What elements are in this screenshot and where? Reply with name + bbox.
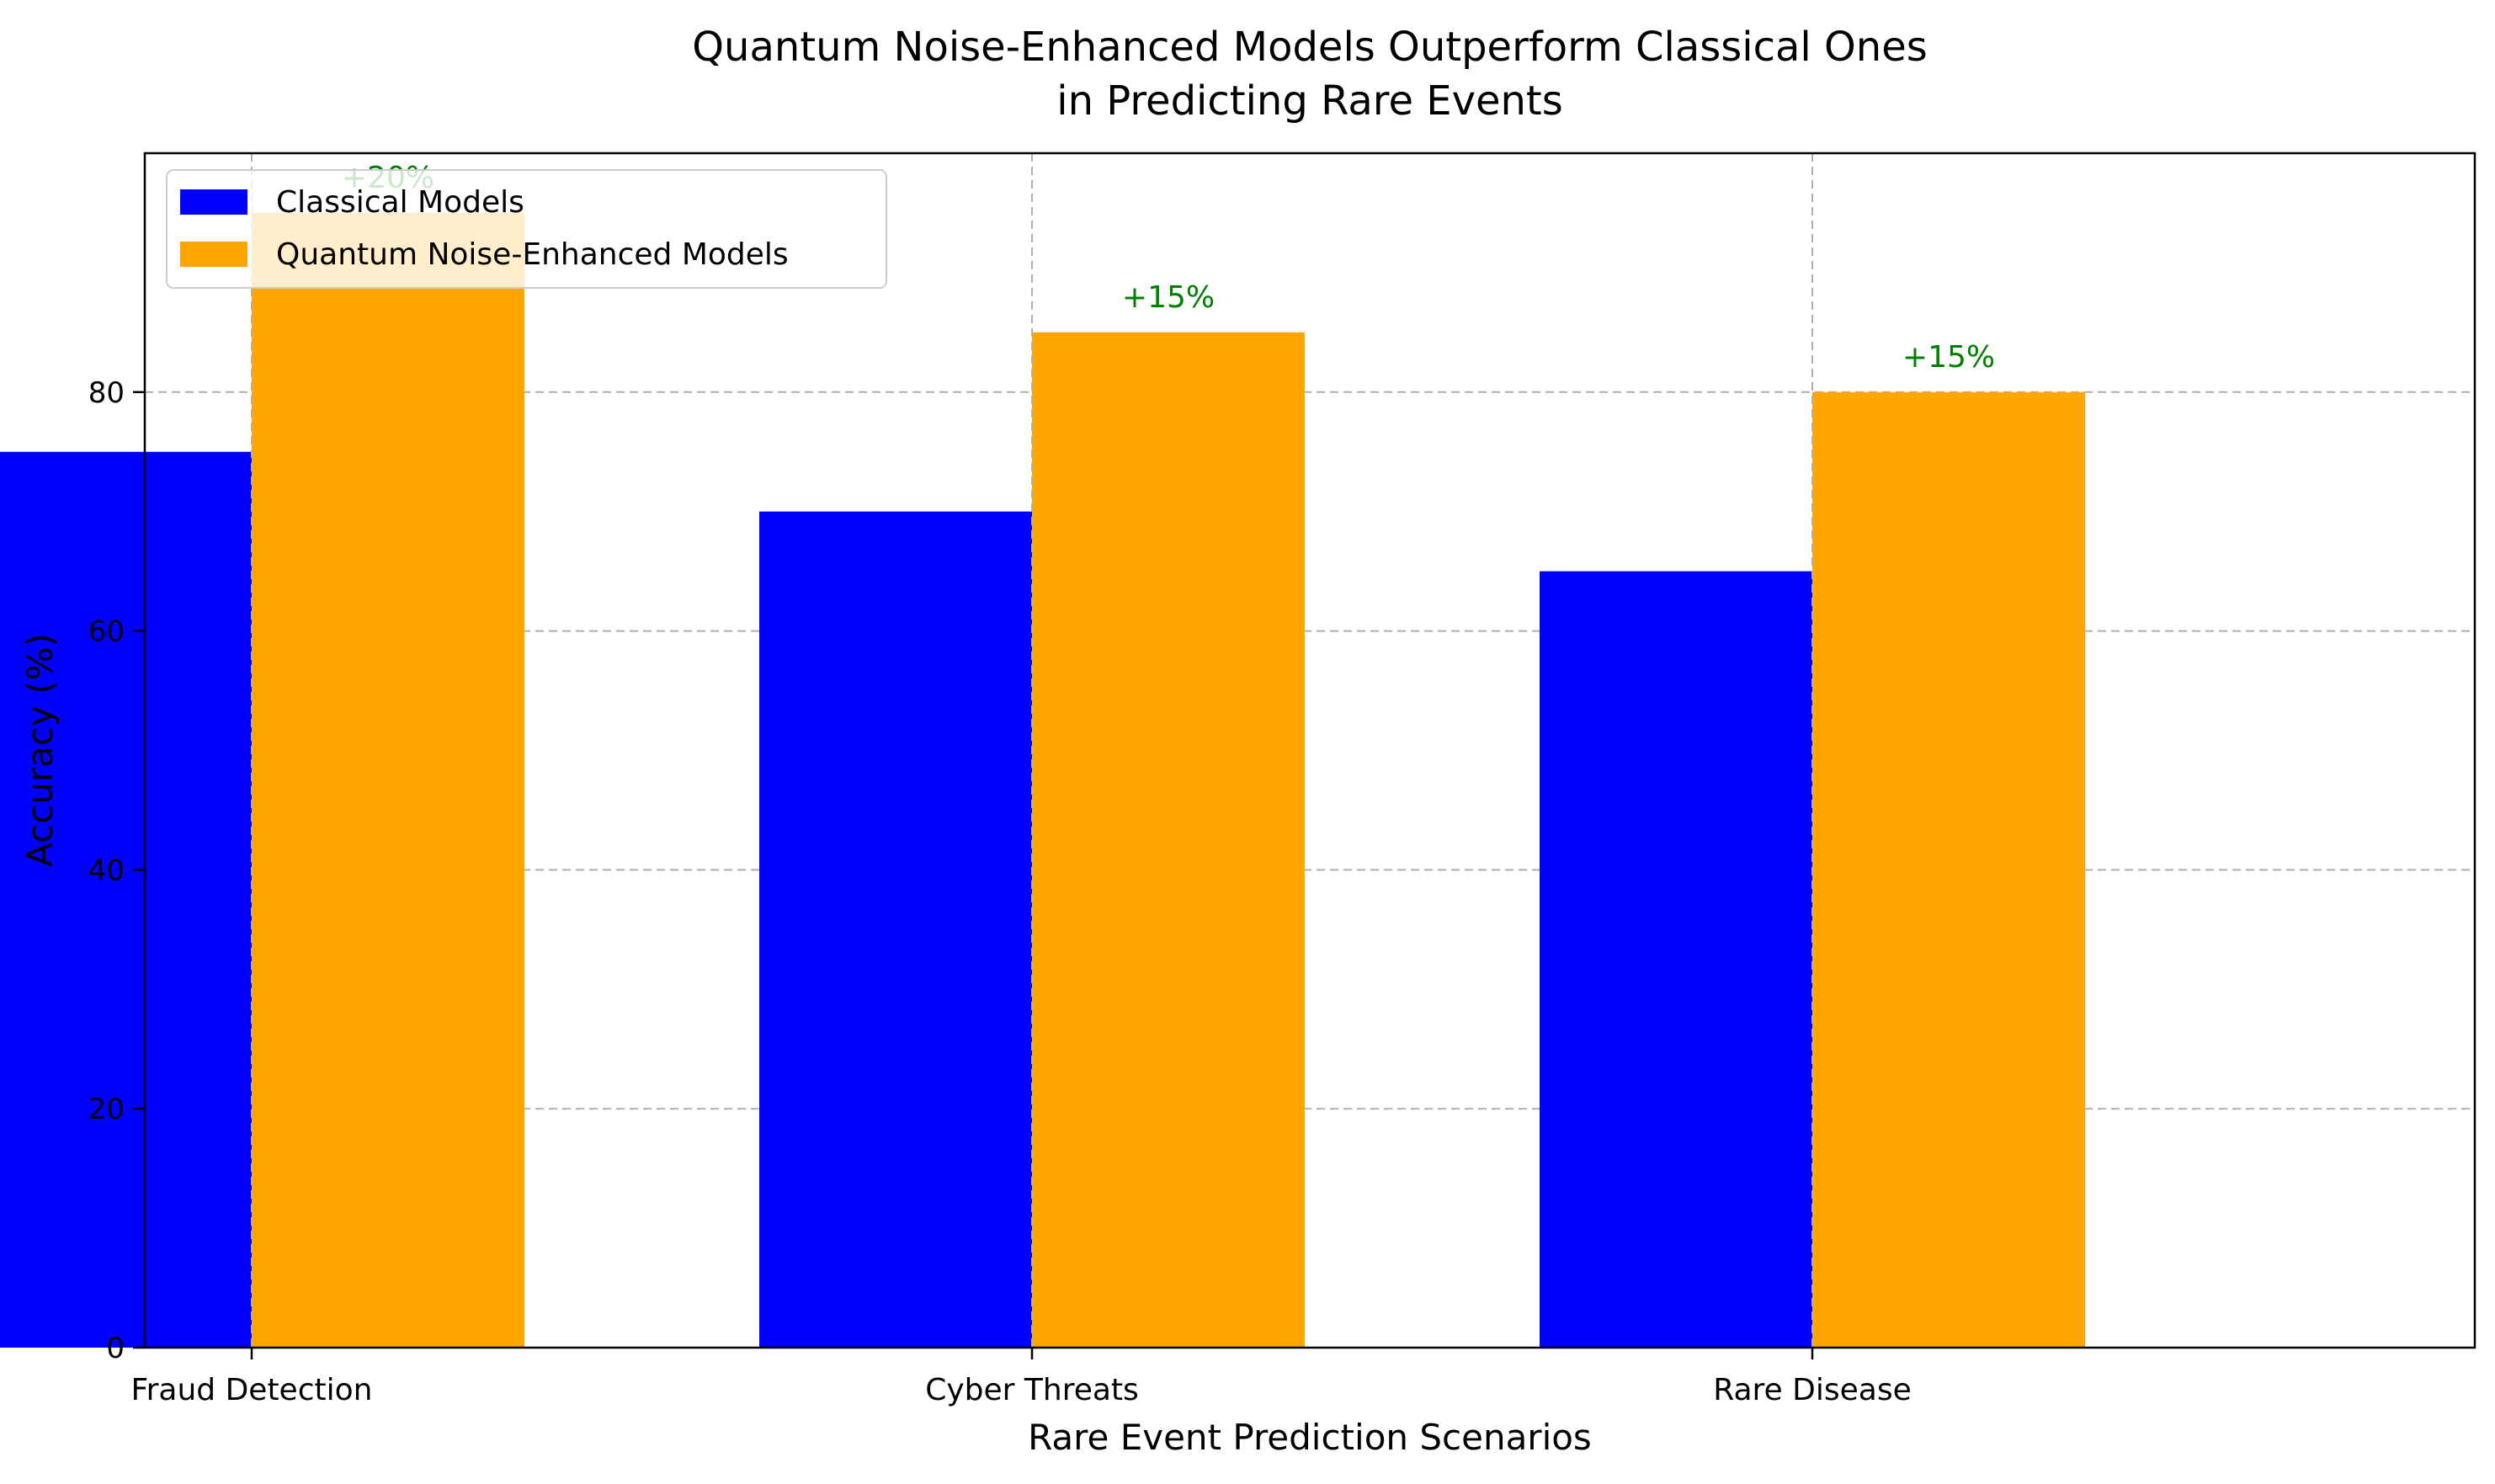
annotation-label: +15% [1122,280,1215,315]
bar-quantum [252,212,524,1348]
y-tick-label: 80 [88,376,125,410]
legend-swatch [180,189,247,215]
legend-label: Classical Models [276,185,524,220]
plot-frame [143,152,2476,1349]
y-tick-label: 40 [88,854,125,887]
grid-lines [145,391,2475,1110]
x-tick-label: Rare Disease [1713,1373,1911,1407]
bars [0,153,2085,1348]
legend-box [166,169,887,289]
x-tick-label: Cyber Threats [925,1373,1139,1407]
y-axis-label: Accuracy (%) [19,633,61,867]
legend-swatch [180,242,247,267]
annotation-label: +15% [1902,340,1995,375]
legend: Classical Models Quantum Noise-Enhanced M… [166,169,887,289]
x-axis: Fraud Detection Cyber Threats Rare Disease [131,1348,1912,1407]
x-axis-label: Rare Event Prediction Scenarios [1028,1417,1592,1458]
y-axis: 0 20 40 60 80 [88,376,145,1365]
y-tick-label: 0 [106,1332,125,1365]
x-tick-label: Fraud Detection [131,1373,373,1407]
bar-quantum [1032,332,1305,1348]
bar-classical [0,451,252,1348]
y-tick-label: 20 [88,1093,125,1126]
legend-label: Quantum Noise-Enhanced Models [276,237,789,272]
bar-quantum [1812,391,2085,1348]
chart-title-line-1: Quantum Noise-Enhanced Models Outperform… [692,24,1928,71]
bar-classical [1540,571,1812,1348]
y-tick-label: 60 [88,615,125,649]
chart-title-line-2: in Predicting Rare Events [1056,77,1563,125]
bar-classical [759,511,1032,1348]
